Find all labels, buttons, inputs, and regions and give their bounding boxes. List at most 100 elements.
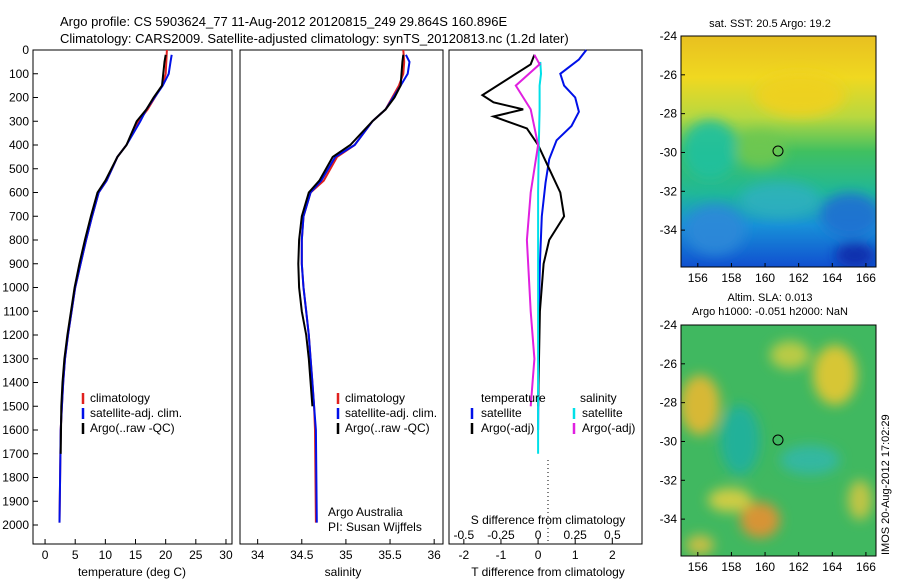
depth-tick-label: 600 — [9, 186, 29, 200]
map-lon-tick-label: 158 — [721, 271, 741, 285]
map-lon-tick-label: 162 — [789, 560, 809, 574]
temperature-xtick-label: 0 — [42, 548, 49, 562]
map-lat-tick-label: -26 — [660, 357, 678, 371]
map-lon-tick-label: 166 — [856, 271, 876, 285]
t-difference-xtick-label: 2 — [609, 548, 616, 562]
panel-temperature-frame — [32, 49, 233, 545]
salinity-xtick-label: 35 — [339, 548, 353, 562]
annotation-pi: PI: Susan Wijffels — [328, 520, 422, 534]
sst-heatmap — [681, 36, 876, 267]
legend-label-sal-satellite: satellite — [582, 406, 623, 420]
depth-tick-label: 1200 — [2, 328, 29, 342]
map-lat-tick-label: -30 — [660, 434, 678, 448]
map-lon-tick-label: 164 — [822, 271, 842, 285]
map-lon-tick-label: 160 — [755, 271, 775, 285]
legend-label-climatology: climatology — [345, 391, 405, 405]
legend-heading-temperature: temperature — [481, 391, 546, 405]
figure-title-line1: Argo profile: CS 5903624_77 11-Aug-2012 … — [60, 14, 508, 29]
s-difference-tick-label: -0.25 — [487, 528, 515, 542]
series-line-temperature-argo-adj- — [480, 54, 566, 407]
t-difference-label: T difference from climatology — [471, 565, 625, 579]
legend-heading-salinity: salinity — [580, 391, 617, 405]
legend-label-temp-satellite: satellite — [481, 406, 522, 420]
temperature-xtick-label: 15 — [129, 548, 143, 562]
depth-tick-label: 800 — [9, 233, 29, 247]
argo-location-marker — [772, 145, 784, 157]
t-difference-xtick-label: 0 — [535, 548, 542, 562]
legend-label-satellite: satellite-adj. clim. — [345, 406, 437, 420]
temperature-xtick-label: 10 — [99, 548, 113, 562]
temperature-xtick-label: 30 — [219, 548, 233, 562]
salinity-xtick-label: 34 — [251, 548, 265, 562]
salinity-xtick-label: 35.5 — [378, 548, 402, 562]
sst-map-frame — [680, 35, 877, 268]
map-lat-tick-label: -24 — [660, 29, 678, 43]
panel-sst-map: sat. SST: 20.5 Argo: 19.2 156 158 160 162 16… — [660, 18, 877, 285]
map-lat-tick-label: -34 — [660, 223, 678, 237]
map-lat-tick-label: -28 — [660, 396, 678, 410]
legend-label-climatology: climatology — [90, 391, 150, 405]
depth-tick-label: 1300 — [2, 352, 29, 366]
salinity-legend: climatology satellite-adj. clim. Argo(..… — [336, 391, 437, 435]
depth-tick-label: 900 — [9, 257, 29, 271]
panel-differences: -2 -1 0 1 2 S difference from climatology -0… — [448, 49, 643, 579]
map-lat-tick-label: -26 — [660, 68, 678, 82]
series-line-temperature-satellite — [537, 49, 588, 431]
temperature-xtick-label: 25 — [189, 548, 203, 562]
temperature-legend: climatology satellite-adj. clim. Argo(..… — [81, 391, 182, 435]
map-lon-tick-label: 166 — [856, 560, 876, 574]
sla-map-frame — [680, 324, 877, 557]
salinity-xlabel: salinity — [325, 565, 362, 579]
series-line-satellite-adj-clim- — [58, 54, 173, 523]
depth-tick-label: 1900 — [2, 494, 29, 508]
map-lat-tick-label: -34 — [660, 512, 678, 526]
panel-differences-frame — [448, 49, 643, 545]
legend-label-argo: Argo(..raw -QC) — [90, 421, 175, 435]
sla-heatmap — [681, 325, 876, 556]
t-difference-xtick-label: -2 — [459, 548, 470, 562]
depth-tick-label: 700 — [9, 209, 29, 223]
map-lon-tick-label: 162 — [789, 271, 809, 285]
salinity-xtick-label: 34.5 — [290, 548, 314, 562]
t-difference-xtick-label: 1 — [572, 548, 579, 562]
legend-label-argo: Argo(..raw -QC) — [345, 421, 430, 435]
s-difference-tick-label: 0 — [535, 528, 542, 542]
map-lon-tick-label: 164 — [822, 560, 842, 574]
depth-tick-label: 200 — [9, 91, 29, 105]
depth-tick-label: 300 — [9, 114, 29, 128]
series-line-argo-raw-qc- — [297, 54, 405, 407]
panel-salinity: 34 34.5 35 35.5 36 salinity climatology sate… — [239, 49, 444, 579]
map-lat-tick-label: -24 — [660, 318, 678, 332]
s-difference-tick-label: 0.25 — [564, 528, 588, 542]
series-line-satellite-adj-clim- — [300, 54, 411, 523]
temperature-xtick-label: 5 — [72, 548, 79, 562]
panel-temperature: 0 5 10 15 20 25 30 0 100 200 300 400 500 600 700 800 90… — [2, 43, 233, 579]
depth-tick-label: 2000 — [2, 518, 29, 532]
depth-tick-label: 100 — [9, 67, 29, 81]
temperature-xtick-label: 20 — [159, 548, 173, 562]
argo-location-marker-sla — [772, 434, 784, 446]
sst-map-title: sat. SST: 20.5 Argo: 19.2 — [709, 18, 831, 30]
series-line-salinity-argo-adj- — [514, 54, 541, 407]
map-lon-tick-label: 156 — [688, 560, 708, 574]
map-lon-tick-label: 156 — [688, 271, 708, 285]
s-difference-label: S difference from climatology — [471, 513, 626, 527]
legend-label-sal-argo: Argo(-adj) — [582, 421, 635, 435]
timestamp-stamp: IMOS 20-Aug-2012 17:02:29 — [880, 414, 892, 555]
t-difference-xtick-label: -1 — [496, 548, 507, 562]
depth-tick-label: 500 — [9, 162, 29, 176]
sla-map-title: Altim. SLA: 0.013 — [728, 292, 813, 304]
depth-tick-label: 1500 — [2, 399, 29, 413]
depth-tick-label: 1100 — [3, 304, 29, 318]
s-difference-tick-label: -0.5 — [454, 528, 475, 542]
panel-salinity-frame — [239, 49, 444, 545]
depth-tick-label: 0 — [22, 43, 29, 57]
series-line-argo-raw-qc- — [59, 54, 167, 454]
depth-tick-label: 400 — [9, 138, 29, 152]
s-difference-tick-label: 0.5 — [604, 528, 621, 542]
map-lat-tick-label: -28 — [660, 107, 678, 121]
panel-sla-map: Altim. SLA: 0.013 Argo h1000: -0.051 h20… — [660, 292, 877, 574]
depth-tick-label: 1700 — [2, 447, 29, 461]
depth-tick-label: 1800 — [2, 471, 29, 485]
map-lon-tick-label: 158 — [721, 560, 741, 574]
